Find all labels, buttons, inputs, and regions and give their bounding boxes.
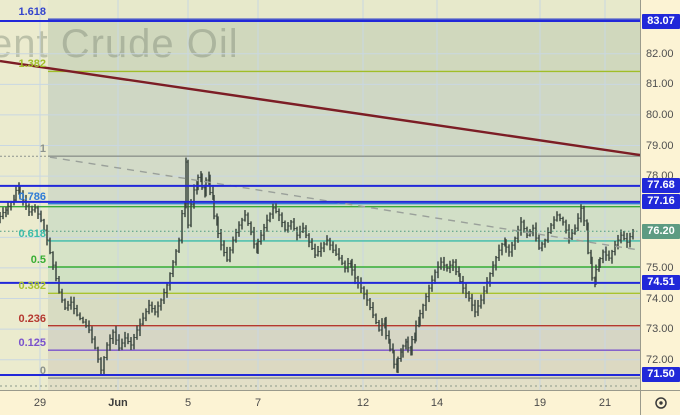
axis-settings-corner [640,390,680,415]
chart-plot-area[interactable]: ent Crude Oil 1.618 1.382 1 0.786 0.618 0.5 0.… [0,0,640,390]
fib-band [48,0,640,20]
price-axis[interactable]: 82.00 81.00 80.00 79.00 78.00 75.00 74.00 73.00… [640,0,680,390]
price-axis-tick: 73.00 [646,323,674,336]
fib-band [48,266,640,294]
fib-level-label: 0 [39,365,46,378]
fib-band [48,156,640,204]
price-axis-tick: 74.00 [646,292,674,305]
fib-band [48,19,640,72]
price-level-badge: 77.68 [642,178,680,194]
time-axis-label: 19 [533,397,547,409]
fib-level-label: 0.382 [18,280,46,293]
fib-band [48,71,640,157]
price-level-badge: 74.51 [642,275,680,291]
fib-level-label: 0.786 [18,190,46,203]
time-axis-label: Jun [108,397,128,409]
settings-gear-icon[interactable] [652,394,670,412]
time-axis-label: 21 [598,397,612,409]
price-axis-tick: 80.00 [646,108,674,121]
time-axis-label: 29 [33,397,47,409]
last-price-badge: 76.20 [642,223,680,239]
time-axis-label: 12 [356,397,370,409]
fib-band [48,378,640,390]
price-axis-tick: 82.00 [646,47,674,60]
price-axis-tick: 72.00 [646,353,674,366]
gray-dashed-downtrend [49,156,640,251]
fib-level-label: 1 [39,143,46,156]
time-axis-label: 14 [430,397,444,409]
time-axis-label: 7 [254,397,262,409]
fib-level-label: 0.236 [18,312,46,325]
price-axis-tick: 75.00 [646,261,674,274]
fib-band [48,350,640,379]
red-downtrend [0,59,640,157]
fib-band [48,325,640,351]
price-level-badge: 77.16 [642,194,680,210]
price-axis-tick: 81.00 [646,78,674,91]
fib-level-label: 0.125 [18,337,46,350]
fib-level-label: 1.618 [18,6,46,19]
fib-level-label: 1.382 [18,58,46,71]
price-level-badge: 71.50 [642,367,680,383]
price-chart-canvas [0,0,640,390]
fib-level-label: 0.5 [30,253,46,266]
time-axis[interactable]: 29 Jun 5 7 12 14 19 21 [0,390,640,415]
time-axis-label: 5 [184,397,192,409]
price-axis-tick: 79.00 [646,139,674,152]
fib-level-label: 0.618 [18,227,46,240]
price-level-badge: 83.07 [642,13,680,29]
